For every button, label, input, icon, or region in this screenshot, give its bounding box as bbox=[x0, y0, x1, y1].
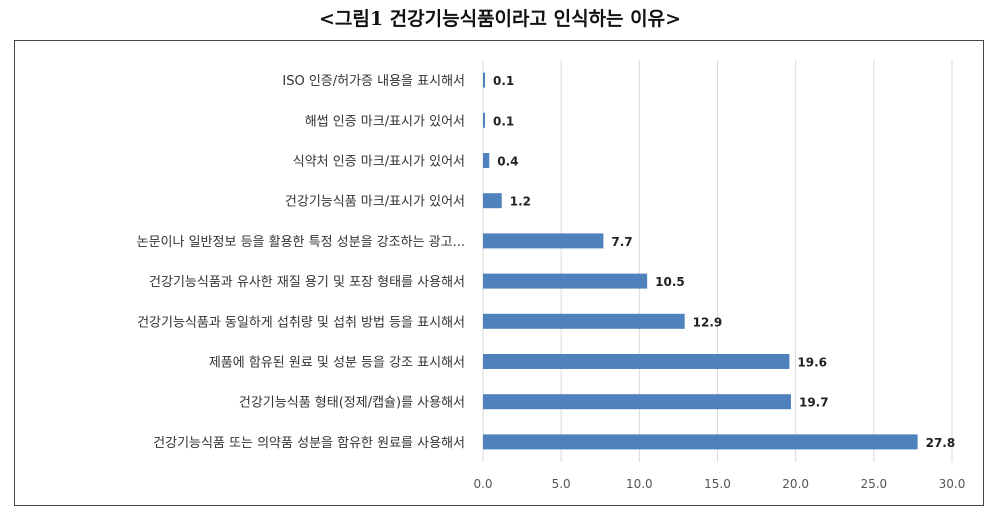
chart-title: <그림1 건강기능식품이라고 인식하는 이유> bbox=[318, 8, 682, 30]
bar bbox=[483, 273, 648, 289]
category-label: 건강기능식품 형태(정제/캡슐)를 사용해서 bbox=[239, 396, 465, 411]
data-label: 12.9 bbox=[693, 315, 723, 329]
category-label: 논문이나 일반정보 등을 활용한 특정 성분을 강조하는 광고... bbox=[137, 235, 465, 250]
x-tick-label: 5.0 bbox=[552, 477, 571, 491]
data-label: 0.1 bbox=[493, 74, 514, 88]
x-tick-label: 30.0 bbox=[939, 477, 966, 491]
bar bbox=[483, 112, 485, 128]
category-label: 해썹 인증 마크/표시가 있어서 bbox=[305, 114, 465, 129]
category-label: ISO 인증/허가증 내용을 표시해서 bbox=[282, 74, 465, 89]
category-label: 건강기능식품과 유사한 재질 용기 및 포장 형태를 사용해서 bbox=[149, 275, 465, 290]
category-label: 제품에 함유된 원료 및 성분 등을 강조 표시해서 bbox=[209, 356, 465, 371]
x-tick-label: 25.0 bbox=[860, 477, 887, 491]
category-label: 식약처 인증 마크/표시가 있어서 bbox=[293, 155, 465, 170]
x-tick-label: 0.0 bbox=[473, 477, 492, 491]
category-label: 건강기능식품 또는 의약품 성분을 함유한 원료를 사용해서 bbox=[153, 436, 465, 451]
x-tick-label: 20.0 bbox=[782, 477, 809, 491]
category-label: 건강기능식품 마크/표시가 있어서 bbox=[285, 195, 465, 210]
data-label: 27.8 bbox=[926, 436, 956, 450]
bar bbox=[483, 354, 790, 369]
x-tick-label: 15.0 bbox=[704, 477, 731, 491]
bar bbox=[483, 193, 502, 209]
data-label: 1.2 bbox=[510, 195, 531, 209]
bar bbox=[483, 153, 490, 168]
data-label: 7.7 bbox=[611, 235, 632, 249]
category-label: 건강기능식품과 동일하게 섭취량 및 섭취 방법 등을 표시해서 bbox=[137, 315, 465, 330]
chart-frame bbox=[14, 40, 984, 506]
bar bbox=[483, 313, 685, 329]
bar bbox=[483, 434, 918, 450]
data-label: 10.5 bbox=[655, 275, 685, 289]
data-label: 19.7 bbox=[799, 396, 829, 410]
data-label: 0.4 bbox=[497, 155, 518, 169]
bar bbox=[483, 233, 604, 249]
bar bbox=[483, 394, 791, 410]
data-label: 19.6 bbox=[797, 356, 827, 370]
bar bbox=[483, 72, 485, 88]
x-tick-label: 10.0 bbox=[626, 477, 653, 491]
data-label: 0.1 bbox=[493, 114, 514, 128]
